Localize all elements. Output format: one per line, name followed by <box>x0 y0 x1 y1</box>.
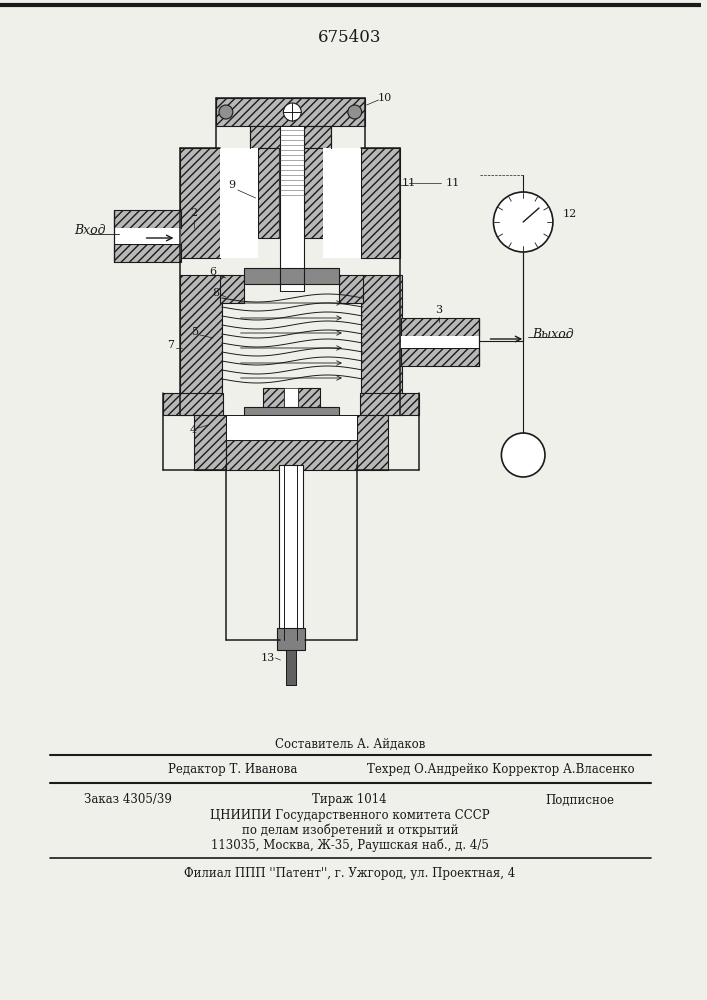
Text: Заказ 4305/39: Заказ 4305/39 <box>84 794 172 806</box>
Text: Техред О.Андрейко Корректор А.Власенко: Техред О.Андрейко Корректор А.Власенко <box>367 764 634 776</box>
Text: 10: 10 <box>378 93 392 103</box>
Bar <box>250 126 331 148</box>
Bar <box>114 210 181 228</box>
Text: по делам изобретений и открытий: по делам изобретений и открытий <box>242 823 458 837</box>
Circle shape <box>348 105 362 119</box>
Text: 5: 5 <box>192 327 199 337</box>
Bar <box>244 407 339 425</box>
Circle shape <box>493 192 553 252</box>
Bar <box>114 228 181 244</box>
Bar <box>402 336 479 348</box>
Bar <box>226 440 357 470</box>
Bar <box>194 415 226 470</box>
Text: Подписное: Подписное <box>545 794 614 806</box>
Bar <box>286 650 296 685</box>
Bar <box>323 148 361 258</box>
Text: Составитель А. Айдаков: Составитель А. Айдаков <box>274 738 425 750</box>
Bar <box>277 628 305 650</box>
Bar <box>180 148 220 258</box>
Text: Редактор Т. Иванова: Редактор Т. Иванова <box>168 764 298 776</box>
Text: Вход: Вход <box>74 225 106 237</box>
Bar <box>361 148 400 258</box>
Circle shape <box>284 103 301 121</box>
Bar <box>360 393 419 415</box>
Bar <box>281 126 304 291</box>
Text: 3: 3 <box>436 305 443 315</box>
Text: 113035, Москва, Ж-35, Раушская наб., д. 4/5: 113035, Москва, Ж-35, Раушская наб., д. … <box>211 838 489 852</box>
Circle shape <box>501 433 545 477</box>
Text: 13: 13 <box>260 653 274 663</box>
Bar <box>402 348 479 366</box>
Text: 4: 4 <box>189 425 197 435</box>
Text: 6: 6 <box>209 267 216 277</box>
Bar <box>301 148 323 238</box>
Text: 7: 7 <box>167 340 174 350</box>
Bar <box>114 244 181 262</box>
Circle shape <box>219 105 233 119</box>
Text: Выход: Выход <box>532 328 573 340</box>
Text: 9: 9 <box>228 180 235 190</box>
Bar <box>339 275 363 303</box>
Text: 8: 8 <box>212 288 220 298</box>
Bar <box>216 98 365 126</box>
Bar <box>279 148 301 238</box>
Bar <box>284 388 298 416</box>
Bar <box>357 415 388 470</box>
Bar <box>361 275 402 415</box>
Text: 11: 11 <box>446 178 460 188</box>
Bar <box>298 388 320 416</box>
Bar <box>220 275 244 303</box>
Text: Тираж 1014: Тираж 1014 <box>312 794 387 806</box>
Bar <box>262 388 284 416</box>
Text: Филиал ППП ''Патент'', г. Ужгород, ул. Проектная, 4: Филиал ППП ''Патент'', г. Ужгород, ул. П… <box>184 866 515 880</box>
Bar <box>402 318 479 336</box>
Bar <box>163 393 223 415</box>
Bar <box>220 148 257 258</box>
Text: 675403: 675403 <box>318 29 382 46</box>
Text: ЦНИИПИ Государственного комитета СССР: ЦНИИПИ Государственного комитета СССР <box>210 808 489 822</box>
Text: 11: 11 <box>402 178 416 188</box>
Bar <box>279 465 303 640</box>
Bar <box>244 268 339 284</box>
Bar <box>180 275 222 415</box>
Bar <box>257 148 279 238</box>
Bar <box>226 415 357 440</box>
Text: 2: 2 <box>191 208 198 218</box>
Text: 12: 12 <box>563 209 577 219</box>
